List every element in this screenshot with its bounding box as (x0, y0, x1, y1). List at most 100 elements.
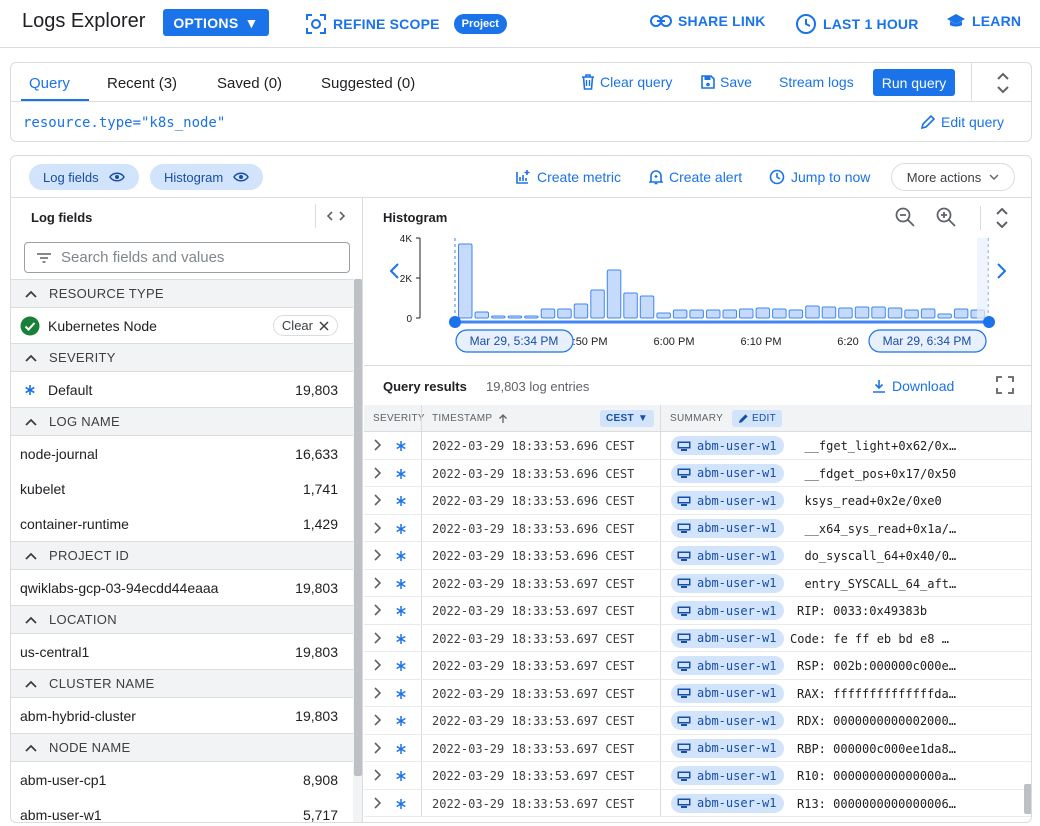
histogram-bar[interactable] (540, 308, 556, 319)
histogram-bar[interactable] (590, 289, 605, 319)
create-metric-button[interactable]: Create metric (515, 169, 621, 185)
field-section-header[interactable]: RESOURCE TYPE (11, 279, 353, 308)
field-search-input[interactable] (61, 249, 331, 266)
chevron-right-icon[interactable] (372, 466, 382, 479)
table-row[interactable]: 2022-03-29 18:33:53.696 CEST abm-user-w1 … (364, 514, 1031, 542)
chevron-right-icon[interactable] (372, 659, 382, 671)
chevron-right-icon[interactable] (372, 631, 382, 644)
scrollbar-thumb[interactable] (354, 279, 362, 776)
tab-recent[interactable]: Recent (3) (107, 75, 178, 92)
histogram-bar[interactable] (623, 292, 638, 319)
host-chip[interactable]: abm-user-w1 (671, 656, 785, 675)
host-chip[interactable]: abm-user-w1 (671, 546, 785, 565)
histogram-bar[interactable] (887, 307, 903, 319)
table-row[interactable]: 2022-03-29 18:33:53.696 CEST abm-user-w1 … (364, 542, 1031, 570)
col-timestamp[interactable]: TIMESTAMP (432, 405, 508, 432)
range-start-chip[interactable] (455, 329, 574, 353)
zoom-in-icon[interactable] (935, 206, 957, 228)
field-section-header[interactable]: SEVERITY (11, 343, 353, 372)
histogram-bar[interactable] (805, 305, 820, 319)
histogram-bar[interactable] (474, 311, 489, 319)
histogram-bar[interactable] (854, 306, 870, 319)
download-button[interactable]: Download (872, 378, 954, 394)
field-value-row[interactable]: abm-hybrid-cluster 19,803 (11, 698, 353, 733)
histogram-bar[interactable] (606, 269, 622, 319)
table-row[interactable]: 2022-03-29 18:33:53.696 CEST abm-user-w1 … (364, 459, 1031, 487)
host-chip[interactable]: abm-user-w1 (671, 436, 785, 455)
histogram-bar[interactable] (656, 312, 671, 319)
share-link-button[interactable]: SHARE LINK (650, 13, 766, 29)
field-value-row[interactable]: us-central1 19,803 (11, 634, 353, 669)
histogram-toggle-chip[interactable]: Histogram (150, 164, 264, 190)
histogram-bar[interactable] (458, 243, 473, 319)
learn-button[interactable]: LEARN (946, 13, 1021, 29)
host-chip[interactable]: abm-user-w1 (671, 573, 785, 593)
chevron-right-icon[interactable] (372, 796, 382, 809)
scrollbar[interactable] (1022, 432, 1031, 822)
edit-summary-button[interactable]: EDIT (732, 410, 782, 427)
chevron-right-icon[interactable] (372, 439, 382, 451)
host-chip[interactable]: abm-user-w1 (671, 766, 785, 785)
clear-filter-chip[interactable]: Clear (272, 315, 338, 336)
histogram-bar[interactable] (772, 308, 787, 319)
table-row[interactable]: 2022-03-29 18:33:53.697 CEST abm-user-w1 C… (364, 624, 1031, 652)
table-row[interactable]: 2022-03-29 18:33:53.697 CEST abm-user-w1 R… (364, 597, 1031, 625)
clear-query-button[interactable]: Clear query (581, 74, 672, 90)
host-chip[interactable]: abm-user-w1 (671, 491, 785, 510)
table-row[interactable]: 2022-03-29 18:33:53.697 CEST abm-user-w1 R… (364, 652, 1031, 680)
scrollbar-thumb[interactable] (1024, 784, 1031, 814)
run-query-button[interactable]: Run query (873, 69, 955, 96)
host-chip[interactable]: abm-user-w1 (671, 711, 785, 730)
edit-query-button[interactable]: Edit query (921, 114, 1004, 130)
col-severity[interactable]: SEVERITY (373, 413, 425, 424)
histogram-bar[interactable] (722, 309, 737, 319)
chevron-right-icon[interactable] (372, 576, 382, 589)
chevron-right-icon[interactable] (372, 741, 382, 754)
field-section-header[interactable]: LOCATION (11, 605, 353, 634)
histogram-bar[interactable] (821, 306, 837, 319)
host-chip[interactable]: abm-user-w1 (671, 628, 785, 648)
tab-query[interactable]: Query (29, 75, 70, 92)
field-value-row[interactable]: abm-user-w1 5,717 (11, 797, 353, 823)
host-chip[interactable]: abm-user-w1 (671, 463, 785, 483)
field-value-row[interactable]: qwiklabs-gcp-03-94ecdd44eaaa 19,803 (11, 570, 353, 605)
field-search-box[interactable] (24, 242, 350, 273)
histogram-bar[interactable] (706, 309, 721, 319)
chevron-right-icon[interactable] (997, 263, 1007, 279)
field-value-row[interactable]: Kubernetes Node Clear (11, 308, 353, 343)
range-end-chip[interactable] (868, 329, 987, 353)
table-row[interactable]: 2022-03-29 18:33:53.697 CEST abm-user-w1 … (364, 569, 1031, 597)
tab-suggested[interactable]: Suggested (0) (321, 75, 416, 92)
field-section-header[interactable]: NODE NAME (11, 733, 353, 762)
chevron-right-icon[interactable] (372, 604, 382, 616)
fullscreen-icon[interactable] (996, 376, 1014, 394)
table-row[interactable]: 2022-03-29 18:33:53.697 CEST abm-user-w1 R… (364, 679, 1031, 707)
collapse-panel-button[interactable] (315, 204, 355, 228)
histogram-bar[interactable] (788, 309, 804, 319)
field-section-header[interactable]: CLUSTER NAME (11, 669, 353, 698)
histogram-bar[interactable] (937, 313, 952, 319)
scrollbar[interactable] (353, 279, 362, 822)
histogram-bar[interactable] (838, 307, 853, 319)
log-fields-toggle-chip[interactable]: Log fields (29, 164, 139, 190)
create-alert-button[interactable]: Create alert (649, 169, 742, 185)
histogram-bar[interactable] (739, 308, 754, 319)
field-value-row[interactable]: node-journal 16,633 (11, 436, 353, 471)
chevron-left-icon[interactable] (389, 263, 399, 279)
histogram-bar[interactable] (953, 308, 969, 319)
histogram-bar[interactable] (491, 315, 506, 319)
tab-saved[interactable]: Saved (0) (217, 75, 283, 92)
histogram-bar[interactable] (689, 309, 704, 319)
histogram-bar[interactable] (672, 309, 688, 319)
chevron-right-icon[interactable] (372, 549, 382, 561)
host-chip[interactable]: abm-user-w1 (671, 793, 785, 813)
histogram-bar[interactable] (871, 306, 886, 319)
query-editor[interactable]: resource.type="k8s_node" (23, 115, 226, 131)
host-chip[interactable]: abm-user-w1 (671, 738, 785, 758)
table-row[interactable]: 2022-03-29 18:33:53.697 CEST abm-user-w1 R… (364, 734, 1031, 762)
histogram-bar[interactable] (639, 295, 655, 319)
field-value-row[interactable]: container-runtime 1,429 (11, 506, 353, 541)
field-section-header[interactable]: LOG NAME (11, 407, 353, 436)
histogram-bar[interactable] (755, 307, 771, 319)
chevron-right-icon[interactable] (372, 686, 382, 699)
